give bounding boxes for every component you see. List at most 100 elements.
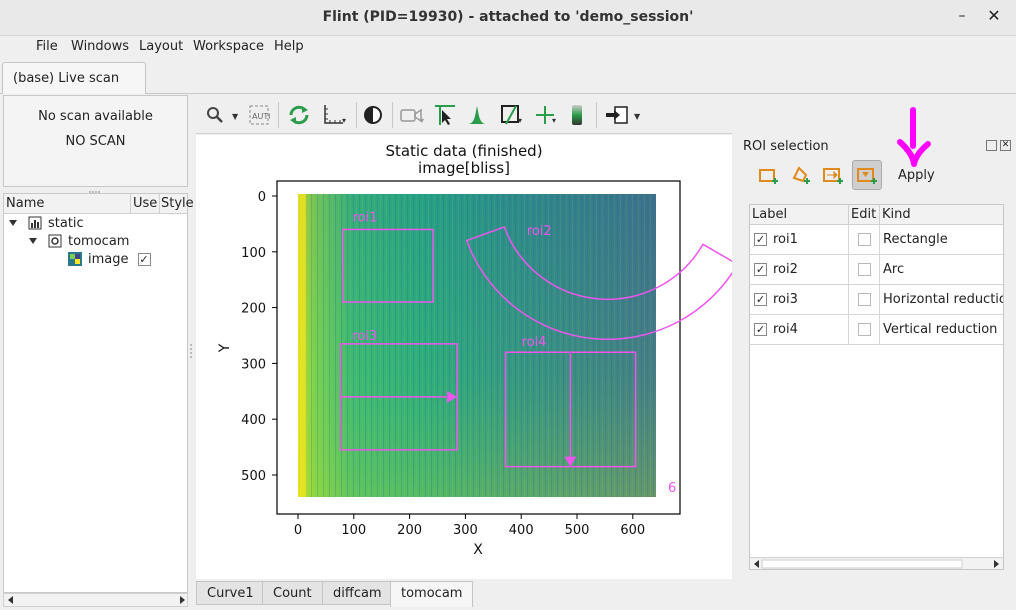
y-tick-label: 200 <box>241 302 266 317</box>
zoom-icon[interactable] <box>202 102 228 128</box>
y-tick-label: 100 <box>241 246 266 261</box>
roi-row-label[interactable]: ✓ roi2 <box>750 255 849 285</box>
x-tick-label: 500 <box>565 523 590 538</box>
roi-panel-title: ROI selection <box>743 139 829 154</box>
video-menu-arrow-icon[interactable]: ▾ <box>420 116 425 125</box>
undock-icon[interactable] <box>986 140 997 151</box>
annotation-arrow-icon <box>897 107 931 167</box>
roi-row-edit[interactable] <box>849 315 880 345</box>
roi1-rectangle[interactable] <box>341 228 434 303</box>
refresh-icon[interactable] <box>286 102 312 128</box>
axes-icon[interactable] <box>320 102 346 128</box>
close-icon[interactable]: ✕ <box>987 6 1001 25</box>
roi4-vertical-reduction[interactable] <box>504 351 637 468</box>
menu-layout[interactable]: Layout <box>139 39 184 54</box>
tab-live-scan[interactable]: (base) Live scan <box>2 62 146 94</box>
collapse-arrow-icon[interactable] <box>8 218 18 228</box>
menu-windows[interactable]: Windows <box>71 39 130 54</box>
roi-visible-checkbox[interactable]: ✓ <box>754 263 767 276</box>
crosshair-icon[interactable] <box>432 102 458 128</box>
plot-tab-bar: Curve1 Count diffcam tomocam <box>196 581 736 607</box>
axes-menu-arrow-icon[interactable]: ▾ <box>342 116 347 125</box>
video-icon[interactable] <box>398 102 424 128</box>
roi-edit-checkbox[interactable] <box>857 323 871 336</box>
roi-row-edit[interactable] <box>849 285 880 315</box>
auto-scale-icon[interactable]: AUTO <box>246 102 272 128</box>
tree-col-style[interactable]: Style <box>161 196 194 211</box>
minimize-icon[interactable]: – <box>958 8 966 24</box>
export-icon[interactable] <box>604 102 630 128</box>
tab-count[interactable]: Count <box>262 581 323 605</box>
tree-row-image[interactable]: image ✓ <box>68 250 151 268</box>
apply-button[interactable]: Apply <box>898 168 935 183</box>
colormap-icon[interactable] <box>360 102 386 128</box>
roi-edit-checkbox[interactable] <box>857 233 871 246</box>
tree-col-use[interactable]: Use <box>133 196 158 211</box>
roi-edit-checkbox[interactable] <box>857 293 871 306</box>
panel-close-icon[interactable]: ✕ <box>1000 140 1011 151</box>
x-tick-label: 0 <box>294 523 302 538</box>
roi-table-scrollbar[interactable] <box>750 557 1003 569</box>
image-plot[interactable]: 0 100 200 300 400 500 600 0 100 200 300 400 500 roi1… <box>196 135 732 579</box>
x-tick-label: 600 <box>620 523 645 538</box>
roi-col-edit[interactable]: Edit <box>849 205 880 225</box>
roi-label: roi2 <box>527 224 552 239</box>
roi-visible-checkbox[interactable]: ✓ <box>754 323 767 336</box>
scan-status-text: No scan available <box>38 109 153 124</box>
tree-horizontal-scrollbar[interactable] <box>3 593 188 607</box>
vertical-roi-icon[interactable] <box>852 160 882 190</box>
roi-row-kind: Arc <box>880 255 1003 285</box>
rectangle-roi-icon[interactable] <box>754 160 784 190</box>
roi-label-text: roi2 <box>773 262 798 277</box>
horizontal-roi-icon[interactable] <box>818 160 848 190</box>
roi-visible-checkbox[interactable]: ✓ <box>754 293 767 306</box>
roi2-arc[interactable] <box>465 225 732 341</box>
tab-diffcam[interactable]: diffcam <box>322 581 393 605</box>
menu-help[interactable]: Help <box>274 39 304 54</box>
roi-row-label[interactable]: ✓ roi3 <box>750 285 849 315</box>
vertical-splitter-handle[interactable] <box>189 342 193 362</box>
scan-name: NO SCAN <box>65 134 126 149</box>
collapse-arrow-icon[interactable] <box>28 236 38 246</box>
export-menu-arrow-icon[interactable]: ▼ <box>634 112 641 121</box>
roi-visible-checkbox[interactable]: ✓ <box>754 233 767 246</box>
roi-selection-panel: ROI selection ✕ Apply Label Edit Kind ✓ r… <box>738 136 1014 580</box>
tree-label: tomocam <box>68 233 130 249</box>
menu-workspace[interactable]: Workspace <box>193 39 265 54</box>
roi-row-label[interactable]: ✓ roi1 <box>750 225 849 255</box>
roi-profile-icon[interactable] <box>498 102 524 128</box>
roi-label-text: roi3 <box>773 292 798 307</box>
panel-splitter-handle[interactable] <box>88 187 102 193</box>
tree-col-name[interactable]: Name <box>6 196 45 211</box>
menu-file[interactable]: File <box>36 39 58 54</box>
profile-menu-arrow-icon[interactable]: ▾ <box>518 116 523 125</box>
colorbar-icon[interactable] <box>564 102 590 128</box>
scan-status-panel: No scan available NO SCAN <box>3 95 188 187</box>
histogram-icon[interactable] <box>464 102 490 128</box>
tab-curve1[interactable]: Curve1 <box>196 581 265 605</box>
use-checkbox[interactable]: ✓ <box>137 252 151 266</box>
roi-row-label[interactable]: ✓ roi4 <box>750 315 849 345</box>
tree-label: static <box>48 215 84 231</box>
window-title: Flint (PID=19930) - attached to 'demo_se… <box>322 9 694 25</box>
tab-tomocam[interactable]: tomocam <box>390 581 474 607</box>
roi-label-text: roi4 <box>773 322 798 337</box>
svg-text:AUTO: AUTO <box>252 112 270 121</box>
zoom-menu-arrow-icon[interactable]: ▼ <box>232 112 239 121</box>
tree-row-static[interactable]: static <box>8 214 84 232</box>
roi3-arrowhead <box>447 390 458 403</box>
image-icon <box>68 252 82 266</box>
add-icon[interactable] <box>532 102 558 128</box>
y-tick-label: 300 <box>241 357 266 372</box>
add-menu-arrow-icon[interactable]: ▾ <box>552 116 557 125</box>
y-tick-label: 400 <box>241 413 266 428</box>
polygon-roi-icon[interactable] <box>786 160 816 190</box>
roi-row-edit[interactable] <box>849 225 880 255</box>
tree-row-tomocam[interactable]: tomocam <box>28 232 129 250</box>
roi-edit-checkbox[interactable] <box>857 263 871 276</box>
roi-col-kind[interactable]: Kind <box>880 205 1003 225</box>
roi-row-edit[interactable] <box>849 255 880 285</box>
plot-area[interactable]: Static data (finished) image[bliss] <box>196 135 732 579</box>
tree-label: image <box>88 251 129 267</box>
roi-col-label[interactable]: Label <box>750 205 849 225</box>
